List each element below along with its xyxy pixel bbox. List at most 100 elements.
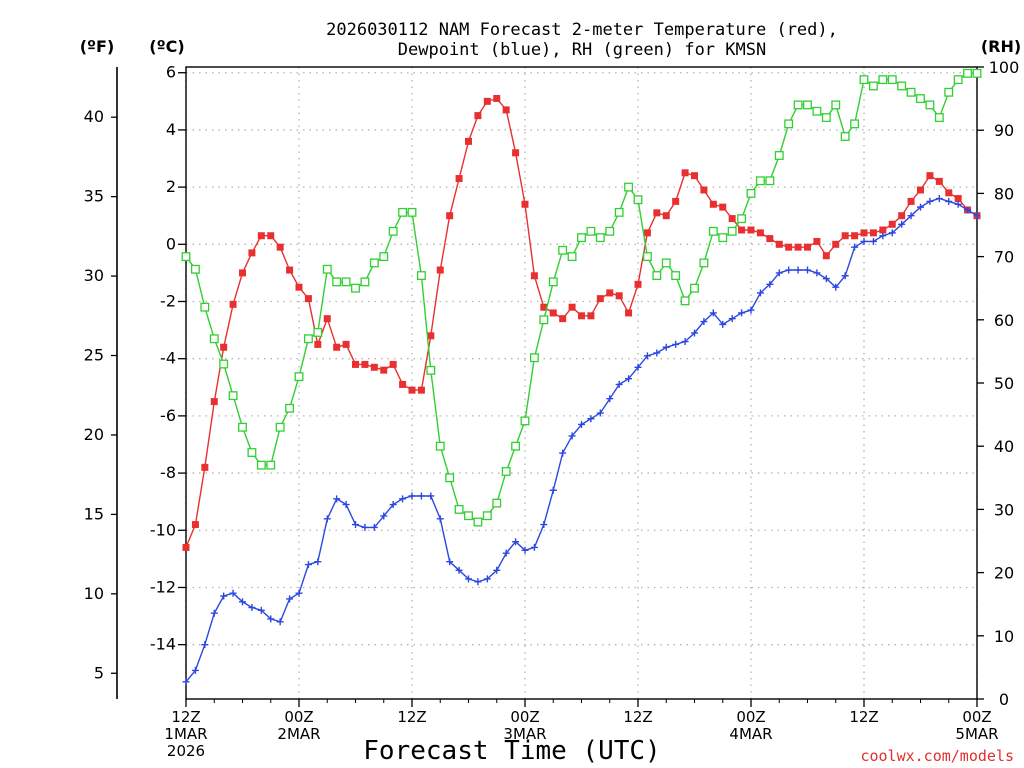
dewpoint-point (559, 449, 567, 457)
rh-point (633, 195, 643, 205)
temperature-point (427, 332, 435, 340)
dewpoint-point (389, 501, 397, 509)
credit-text: coolwx.com/models (860, 747, 1014, 765)
rh-point (247, 448, 257, 457)
temperature-point (493, 94, 501, 102)
dewpoint-point (775, 269, 783, 277)
dewpoint-point (493, 566, 501, 574)
temperature-point (596, 295, 604, 303)
dewpoint-point (907, 212, 915, 220)
x-tick-label: 12Z (397, 708, 426, 726)
x-tick-label: 12Z (171, 708, 200, 726)
fahrenheit-tick-label: 20 (84, 425, 104, 444)
dewpoint-point (747, 306, 755, 314)
temperature-point (860, 229, 868, 237)
celsius-tick-label: 6 (166, 63, 176, 82)
temperature-point (643, 229, 651, 237)
temperature-point (201, 463, 209, 471)
rh-point (416, 271, 426, 281)
rh-point (878, 75, 888, 85)
x-tick-label: 2MAR (277, 725, 320, 743)
dewpoint-point (898, 220, 906, 228)
rh-point (784, 119, 794, 129)
dewpoint-point (521, 546, 529, 554)
fahrenheit-unit-label: (ºF) (80, 37, 115, 56)
rh-point (398, 207, 408, 217)
celsius-unit-label: (ºC) (149, 37, 184, 56)
rh-point (624, 182, 634, 192)
dewpoint-point (587, 415, 595, 423)
temperature-point (474, 112, 482, 120)
dewpoint-point (700, 318, 708, 326)
rh-point (567, 252, 577, 262)
dewpoint-point (455, 566, 463, 574)
rh-point (181, 252, 191, 262)
temperature-point (399, 380, 407, 388)
dewpoint-point (436, 515, 444, 523)
temperature-point (756, 229, 764, 237)
rh-tick-label: 60 (994, 311, 1014, 330)
rh-point (671, 271, 681, 281)
dewpoint-point (662, 343, 670, 351)
temperature-point (239, 269, 246, 277)
celsius-tick-label: 4 (166, 120, 176, 139)
temperature-point (559, 315, 567, 323)
rh-point (407, 207, 417, 217)
dewpoint-point (973, 212, 981, 220)
rh-point (755, 176, 765, 186)
dewpoint-point (361, 523, 369, 531)
rh-point (953, 75, 963, 85)
temperature-point (954, 195, 962, 203)
temperature-point (314, 340, 322, 348)
fahrenheit-tick-label: 35 (84, 187, 104, 206)
x-tick-label: 4MAR (729, 725, 772, 743)
temperature-point (672, 197, 680, 205)
celsius-tick-label: -6 (160, 406, 176, 425)
grid-lines (185, 67, 978, 699)
x-tick-label: 12Z (623, 708, 652, 726)
dewpoint-point (540, 521, 548, 529)
temperature-point (813, 237, 821, 245)
temperature-point (436, 266, 444, 274)
rh-tick-label: 70 (994, 248, 1014, 267)
dewpoint-point (191, 666, 199, 674)
temperature-point (530, 272, 538, 280)
dewpoint-point (869, 237, 877, 245)
dewpoint-point (964, 206, 972, 214)
dewpoint-point (756, 289, 764, 297)
dewpoint-point (304, 561, 312, 569)
temperature-point (361, 360, 369, 368)
rh-point (699, 258, 709, 268)
temperature-point (210, 398, 218, 406)
temperature-point (785, 243, 793, 251)
rh-point (803, 100, 812, 110)
temperature-point (917, 186, 924, 194)
temperature-point (888, 220, 896, 228)
rh-point (379, 252, 389, 262)
rh-point (501, 467, 511, 476)
rh-point (322, 264, 332, 274)
rh-point (238, 422, 247, 432)
rh-line (185, 72, 977, 523)
axis-ticks: 6420-2-4-6-8-10-12-144035302520151051009… (84, 58, 1020, 760)
rh-point (256, 460, 266, 470)
rh-point (482, 511, 492, 521)
dewpoint-point (201, 641, 209, 649)
dewpoint-point (578, 420, 585, 428)
rh-point (812, 106, 822, 116)
temperature-line (185, 97, 978, 548)
rh-point (388, 226, 398, 236)
celsius-tick-label: -4 (160, 349, 176, 368)
chart-title-line-2: Dewpoint (blue), RH (green) for KMSN (398, 40, 766, 60)
dewpoint-point (182, 678, 190, 686)
x-tick-label: 00Z (284, 708, 313, 726)
rh-point (435, 441, 445, 451)
plot-border (185, 66, 978, 700)
chart-title: 2026030112 NAM Forecast 2-meter Temperat… (326, 20, 838, 60)
temperature-point (389, 360, 397, 368)
rh-tick-label: 0 (999, 690, 1009, 709)
rh-point (972, 68, 982, 78)
temperature-point (352, 360, 359, 368)
celsius-tick-label: -10 (150, 520, 176, 539)
temperature-point (182, 543, 190, 551)
